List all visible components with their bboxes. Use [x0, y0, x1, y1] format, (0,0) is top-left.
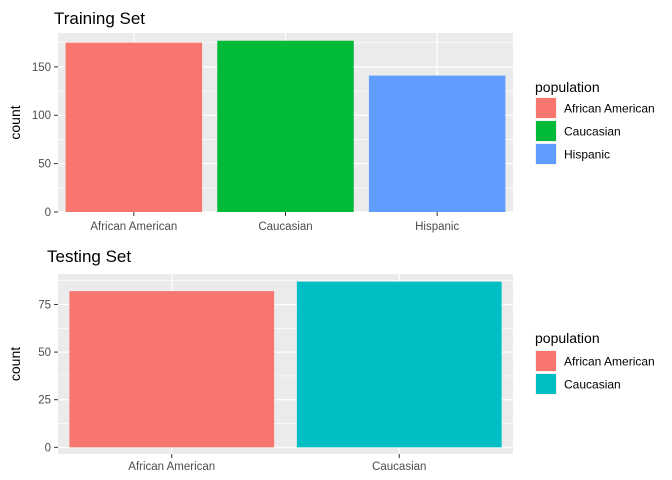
legend-swatch [536, 374, 556, 394]
y-tick-label: 25 [38, 395, 51, 407]
x-tick-label: Caucasian [372, 461, 426, 473]
y-tick-label: 0 [45, 207, 51, 219]
legend-title: population [535, 330, 600, 346]
chart-panel-1: Training Set 0 50 100 150 African American Cau… [7, 9, 655, 233]
x-tick-label: Caucasian [258, 221, 312, 233]
y-tick-label: 50 [38, 347, 51, 359]
bar-african-american [69, 291, 275, 448]
legend-swatch [536, 98, 556, 118]
legend-label: Caucasian [564, 125, 621, 139]
bar-hispanic [368, 75, 506, 213]
y-axis-title: count [7, 347, 23, 381]
x-tick-label: Hispanic [415, 221, 459, 233]
y-tick-label: 100 [32, 110, 51, 122]
legend-label: African American [564, 102, 655, 116]
legend-label: Caucasian [564, 378, 621, 392]
x-tick-label: African American [128, 461, 215, 473]
legend: population African American Caucasian [535, 330, 655, 395]
bar-african-american [65, 42, 203, 212]
y-axis-title: count [7, 105, 23, 139]
legend-label: Hispanic [564, 148, 610, 162]
legend-swatch [536, 351, 556, 371]
bar-caucasian [296, 281, 502, 448]
legend-title: population [535, 79, 600, 95]
y-tick-label: 150 [32, 62, 51, 74]
y-tick-label: 50 [38, 159, 51, 171]
chart-panel-2: Testing Set 0 25 50 75 African American Caucas… [7, 247, 655, 473]
x-tick-label: African American [90, 221, 177, 233]
legend-swatch [536, 121, 556, 141]
legend-swatch [536, 144, 556, 164]
legend: population African American Caucasian Hispa… [535, 79, 655, 165]
legend-label: African American [564, 355, 655, 369]
bar-caucasian [217, 40, 354, 212]
chart-title: Testing Set [47, 247, 131, 266]
chart-title: Training Set [54, 9, 145, 28]
y-tick-label: 75 [38, 299, 51, 311]
y-tick-label: 0 [45, 442, 51, 454]
